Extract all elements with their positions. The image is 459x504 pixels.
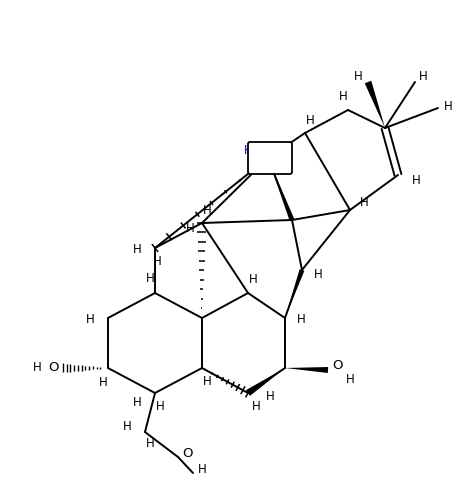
Text: H: H xyxy=(132,243,141,257)
Polygon shape xyxy=(364,81,384,128)
Text: H: H xyxy=(243,144,252,157)
Text: H: H xyxy=(132,397,141,409)
Text: H: H xyxy=(185,221,194,234)
Text: H: H xyxy=(202,375,211,389)
Text: H: H xyxy=(85,313,94,327)
Text: H: H xyxy=(248,274,257,286)
Text: O: O xyxy=(182,448,193,461)
Text: Abs: Abs xyxy=(258,152,280,164)
Polygon shape xyxy=(285,367,327,373)
Text: O: O xyxy=(49,361,59,374)
Text: H: H xyxy=(251,401,260,413)
Text: H: H xyxy=(305,113,313,127)
Text: H: H xyxy=(98,376,107,390)
Text: H: H xyxy=(313,269,322,282)
Text: H: H xyxy=(202,205,211,218)
Text: H: H xyxy=(146,273,154,285)
Text: O: O xyxy=(332,359,342,372)
Text: H: H xyxy=(123,420,131,433)
Text: H: H xyxy=(442,99,451,112)
Text: H: H xyxy=(411,173,420,186)
Text: H: H xyxy=(146,437,154,451)
FancyBboxPatch shape xyxy=(247,142,291,174)
Text: H: H xyxy=(33,361,41,374)
Text: H: H xyxy=(197,464,206,476)
Text: H: H xyxy=(152,256,161,269)
Polygon shape xyxy=(285,269,304,318)
Text: H: H xyxy=(155,401,164,413)
Text: H: H xyxy=(353,71,362,84)
Text: H: H xyxy=(359,196,368,209)
Text: H: H xyxy=(296,313,305,327)
Text: H: H xyxy=(345,373,353,387)
Text: H: H xyxy=(338,90,347,102)
Text: H: H xyxy=(265,391,274,404)
Polygon shape xyxy=(268,158,294,221)
Polygon shape xyxy=(246,368,285,396)
Text: H: H xyxy=(418,71,426,84)
